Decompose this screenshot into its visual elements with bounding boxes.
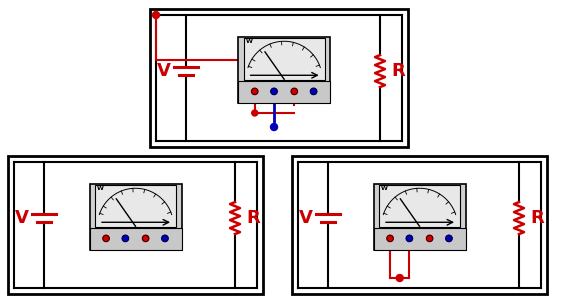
Bar [379,185,460,227]
Text: V: V [157,62,171,80]
Bar [373,184,466,250]
Circle shape [291,88,298,95]
Bar [8,156,263,294]
Bar [292,156,547,294]
Text: W: W [97,186,104,191]
Text: R: R [530,209,544,227]
Circle shape [251,88,258,95]
Circle shape [426,235,433,242]
Circle shape [387,235,393,242]
Circle shape [152,11,159,18]
Bar [90,228,181,250]
Circle shape [310,88,317,95]
Circle shape [271,88,277,95]
Bar [238,37,330,103]
Bar [95,185,176,227]
Circle shape [406,235,413,242]
Text: W: W [245,39,252,44]
Circle shape [103,235,109,242]
Circle shape [142,235,149,242]
Text: R: R [391,62,405,80]
Bar [150,9,408,147]
Circle shape [446,235,452,242]
Circle shape [252,110,258,116]
Circle shape [122,235,129,242]
Bar [90,184,181,250]
Circle shape [270,124,277,130]
Bar [238,81,330,103]
Bar [244,38,325,80]
Text: V: V [15,209,29,227]
Circle shape [396,275,403,281]
Text: R: R [246,209,260,227]
Text: V: V [299,209,313,227]
Circle shape [162,235,168,242]
Bar [373,228,466,250]
Text: W: W [381,186,388,191]
